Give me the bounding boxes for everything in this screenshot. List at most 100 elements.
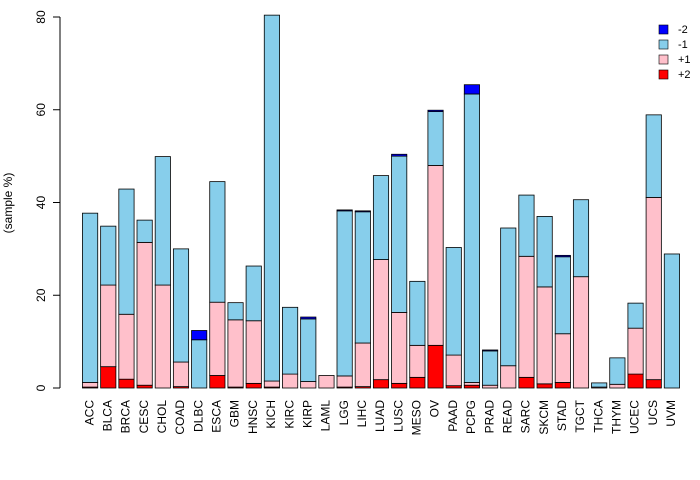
bar-ucec-plus1 xyxy=(627,327,644,375)
y-axis: 0 20 40 60 80 xyxy=(34,10,61,391)
x-tick-label: LIHC xyxy=(355,400,369,428)
x-tick-label: ACC xyxy=(82,400,96,426)
x-tick-label: CESC xyxy=(137,400,151,434)
bar-hnsc-minus1 xyxy=(245,265,262,322)
bar-meso-plus2 xyxy=(409,376,426,389)
x-tick-label: UVM xyxy=(664,400,678,427)
bar-brca-minus1 xyxy=(118,188,135,315)
bar-cesc-plus2 xyxy=(136,384,153,389)
bar-esca-minus1 xyxy=(209,181,226,303)
bar-ucs-plus1 xyxy=(645,196,662,381)
bar-meso-plus1 xyxy=(409,344,426,378)
legend-swatch-plus1 xyxy=(658,54,669,65)
x-tick-label: PRAD xyxy=(482,400,496,434)
bar-kirc-plus1 xyxy=(282,373,299,389)
bar-pcpg-minus1 xyxy=(463,93,480,383)
legend-label-minus2: -2 xyxy=(678,24,688,36)
bar-ucs-plus2 xyxy=(645,379,662,389)
x-tick-label: GBM xyxy=(228,400,242,427)
bar-sarc-plus2 xyxy=(518,376,535,389)
bar-acc-plus1 xyxy=(82,382,99,388)
y-tick-label: 60 xyxy=(34,103,48,117)
x-tick-label: UCEC xyxy=(628,400,642,434)
x-axis-labels: ACC BLCA BRCA CESC CHOL COAD DLBC ESCA GBM HNSC KI… xyxy=(82,399,678,435)
bar-kirp-plus1 xyxy=(300,381,317,389)
bar-ucec-minus1 xyxy=(627,302,644,329)
bar-stad-minus2 xyxy=(554,254,571,258)
bar-gbm-minus1 xyxy=(227,302,244,321)
x-tick-label: MESO xyxy=(410,400,424,435)
bar-lihc-minus1 xyxy=(354,211,371,344)
legend: -2 -1 +1 +2 xyxy=(658,24,691,81)
x-tick-label: ESCA xyxy=(210,400,224,433)
bar-pcpg-minus2 xyxy=(463,84,480,95)
x-tick-label: BLCA xyxy=(100,400,114,431)
bar-lgg-plus1 xyxy=(336,375,353,388)
bar-uvm-minus1 xyxy=(663,253,680,389)
bar-lihc-minus2 xyxy=(354,210,371,213)
bar-prad-minus1 xyxy=(482,350,499,386)
x-tick-label: OV xyxy=(428,400,442,417)
bar-ov-minus2 xyxy=(427,109,444,113)
bar-brca-plus2 xyxy=(118,378,135,389)
legend-swatch-minus2 xyxy=(658,24,669,35)
x-tick-label: LAML xyxy=(319,400,333,432)
legend-label-minus1: -1 xyxy=(678,39,688,51)
bar-ov-plus2 xyxy=(427,344,444,389)
x-tick-label: LUAD xyxy=(373,400,387,432)
bar-acc-minus1 xyxy=(82,212,99,383)
x-tick-label: UCS xyxy=(646,400,660,425)
bar-gbm-plus1 xyxy=(227,319,244,388)
y-axis-title: (sample %) xyxy=(1,173,15,234)
bar-ucec-plus2 xyxy=(627,373,644,389)
x-tick-label: DLBC xyxy=(191,400,205,432)
x-tick-label: LUSC xyxy=(391,400,405,432)
bar-skcm-plus1 xyxy=(536,286,553,385)
bar-tgct-minus1 xyxy=(572,199,590,278)
bar-kirp-minus2 xyxy=(300,316,317,320)
legend-swatch-plus2 xyxy=(658,69,669,80)
bar-blca-minus1 xyxy=(100,225,117,286)
bar-paad-minus1 xyxy=(445,247,462,356)
x-tick-label: STAD xyxy=(555,400,569,431)
x-tick-label: KICH xyxy=(264,400,278,429)
bar-chol-minus1 xyxy=(154,156,171,286)
bar-luad-minus1 xyxy=(372,175,390,260)
bar-kirp-minus1 xyxy=(300,318,317,382)
bar-kich-plus1 xyxy=(263,380,280,388)
bar-blca-plus2 xyxy=(100,366,117,389)
bar-esca-plus1 xyxy=(209,301,226,376)
bar-skcm-minus1 xyxy=(536,216,553,288)
bar-blca-plus1 xyxy=(100,284,117,368)
x-tick-label: COAD xyxy=(173,400,187,435)
legend-label-plus1: +1 xyxy=(678,54,691,66)
x-tick-label: TGCT xyxy=(573,399,587,432)
bar-dlbc-minus1 xyxy=(191,339,208,389)
x-tick-label: LGG xyxy=(337,400,351,425)
bar-prad-minus2 xyxy=(482,349,499,352)
bar-hnsc-plus2 xyxy=(245,382,262,389)
bar-kich-minus1 xyxy=(263,14,280,382)
x-tick-label: CHOL xyxy=(155,400,169,434)
bar-thca-minus1 xyxy=(591,382,608,388)
bar-read-plus1 xyxy=(500,365,517,389)
bar-ov-minus1 xyxy=(427,111,444,166)
bar-lusc-plus1 xyxy=(391,312,408,384)
bar-prad-plus1 xyxy=(482,384,499,389)
bar-thym-minus1 xyxy=(609,357,626,385)
bar-lihc-plus1 xyxy=(354,342,371,388)
bar-stad-plus1 xyxy=(554,333,571,383)
x-tick-label: HNSC xyxy=(246,400,260,434)
bars-layer xyxy=(82,14,680,389)
x-tick-label: SKCM xyxy=(537,400,551,435)
bar-meso-minus1 xyxy=(409,280,426,346)
bar-lgg-minus1 xyxy=(336,210,353,377)
bar-pcpg-plus2 xyxy=(463,384,480,389)
x-tick-label: PCPG xyxy=(464,400,478,434)
x-tick-label: KIRC xyxy=(282,400,296,429)
x-tick-label: PAAD xyxy=(446,400,460,432)
bar-lgg-minus2 xyxy=(336,209,353,212)
bar-sarc-plus1 xyxy=(518,255,535,378)
